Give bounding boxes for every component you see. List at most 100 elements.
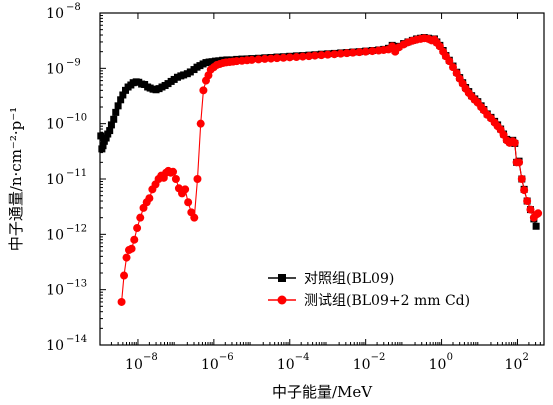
data-point-circle	[285, 53, 294, 62]
data-point-circle	[169, 167, 178, 176]
y-tick-exp: −11	[66, 168, 87, 179]
data-point-circle	[279, 53, 288, 62]
x-tick-label: 10 −4	[277, 352, 310, 373]
y-tick-exp: −13	[66, 279, 87, 290]
x-tick-exp: −8	[143, 352, 158, 363]
data-point-circle	[445, 57, 454, 66]
data-point-circle	[304, 52, 313, 61]
data-point-circle	[193, 175, 202, 183]
y-tick-base: 10	[46, 338, 64, 354]
data-point-circle	[361, 47, 370, 56]
data-point-circle	[348, 48, 357, 57]
data-point-square	[186, 68, 194, 76]
series-1	[117, 34, 543, 306]
data-point-square	[107, 121, 115, 129]
y-tick-label: 10 −13	[46, 279, 87, 299]
y-tick-exp: −9	[66, 57, 81, 68]
y-tick-label: 10 −11	[46, 168, 87, 188]
data-point-circle	[317, 51, 326, 60]
y-axis-label: 中子通量/n·cm⁻²·p⁻¹	[7, 107, 25, 251]
data-point-circle	[534, 209, 543, 218]
x-tick-label: 10 2	[505, 352, 529, 373]
data-point-circle	[130, 235, 139, 244]
data-point-circle	[196, 119, 205, 128]
legend: 对照组(BL09) 测试组(BL09+2 mm Cd)	[268, 271, 470, 309]
data-point-circle	[136, 213, 145, 222]
y-tick-label: 10 −9	[46, 57, 81, 77]
y-tick-base: 10	[46, 117, 64, 133]
data-point-circle	[368, 47, 377, 56]
x-tick-exp: −6	[219, 352, 234, 363]
data-point-circle	[523, 197, 532, 206]
x-tick-label: 10 −8	[125, 352, 158, 373]
y-tick-label: 10 −14	[46, 334, 87, 354]
data-point-square	[99, 142, 107, 150]
data-point-square	[106, 127, 114, 135]
data-point-circle	[184, 198, 193, 207]
x-tick-base: 10	[505, 357, 523, 373]
data-point-square	[102, 134, 110, 142]
legend-marker-square	[278, 274, 286, 282]
data-point-square	[112, 108, 120, 116]
y-tick-base: 10	[46, 61, 64, 77]
data-point-square	[532, 222, 540, 230]
y-tick-exp: −12	[66, 223, 87, 234]
y-tick-base: 10	[46, 283, 64, 299]
data-point-circle	[266, 54, 275, 63]
y-tick-label: 10 −10	[46, 113, 87, 133]
data-point-circle	[517, 175, 526, 183]
data-point-circle	[122, 253, 131, 262]
data-point-circle	[247, 55, 256, 64]
legend-label-test: 测试组(BL09+2 mm Cd)	[304, 293, 470, 309]
data-point-circle	[190, 213, 199, 222]
y-tick-exp: −10	[66, 113, 87, 124]
data-point-circle	[117, 297, 126, 306]
y-tick-base: 10	[46, 6, 64, 22]
x-axis-label: 中子能量/MeV	[272, 383, 373, 401]
series-layer	[97, 34, 543, 306]
x-tick-base: 10	[201, 357, 219, 373]
x-tick-label: 10 −6	[201, 352, 234, 373]
x-tick-label: 10 0	[429, 352, 453, 373]
data-point-circle	[292, 53, 301, 62]
data-point-square	[110, 115, 118, 123]
data-point-circle	[515, 158, 524, 167]
data-point-square	[180, 71, 188, 79]
x-tick-base: 10	[277, 357, 295, 373]
data-point-circle	[133, 224, 142, 233]
data-point-square	[119, 91, 127, 99]
y-tick-base: 10	[46, 172, 64, 188]
data-point-circle	[254, 55, 263, 64]
data-point-circle	[355, 48, 364, 57]
x-tick-base: 10	[353, 357, 371, 373]
data-point-circle	[145, 194, 154, 203]
data-point-circle	[342, 49, 351, 58]
x-tick-exp: −2	[371, 352, 386, 363]
data-point-circle	[323, 50, 332, 59]
data-point-circle	[526, 205, 535, 214]
x-tick-exp: −4	[295, 352, 310, 363]
x-tick-exp: 0	[447, 352, 453, 363]
series-0	[97, 34, 540, 230]
legend-item-test: 测试组(BL09+2 mm Cd)	[268, 293, 470, 309]
data-point-circle	[272, 54, 281, 63]
data-point-circle	[127, 244, 136, 253]
data-point-circle	[171, 175, 180, 183]
data-point-square	[114, 102, 122, 110]
data-point-circle	[181, 185, 190, 194]
series-line	[100, 37, 537, 227]
data-point-circle	[336, 49, 345, 58]
y-tick-base: 10	[46, 227, 64, 243]
data-point-circle	[298, 52, 307, 61]
data-point-circle	[310, 51, 319, 60]
y-tick-exp: −8	[66, 2, 81, 13]
data-point-circle	[120, 271, 129, 280]
data-point-circle	[199, 86, 208, 95]
data-point-square	[117, 96, 125, 104]
data-point-circle	[260, 54, 269, 63]
x-tick-base: 10	[429, 357, 447, 373]
data-point-circle	[520, 186, 529, 195]
x-tick-label: 10 −2	[353, 352, 386, 373]
y-tick-label: 10 −12	[46, 223, 87, 243]
